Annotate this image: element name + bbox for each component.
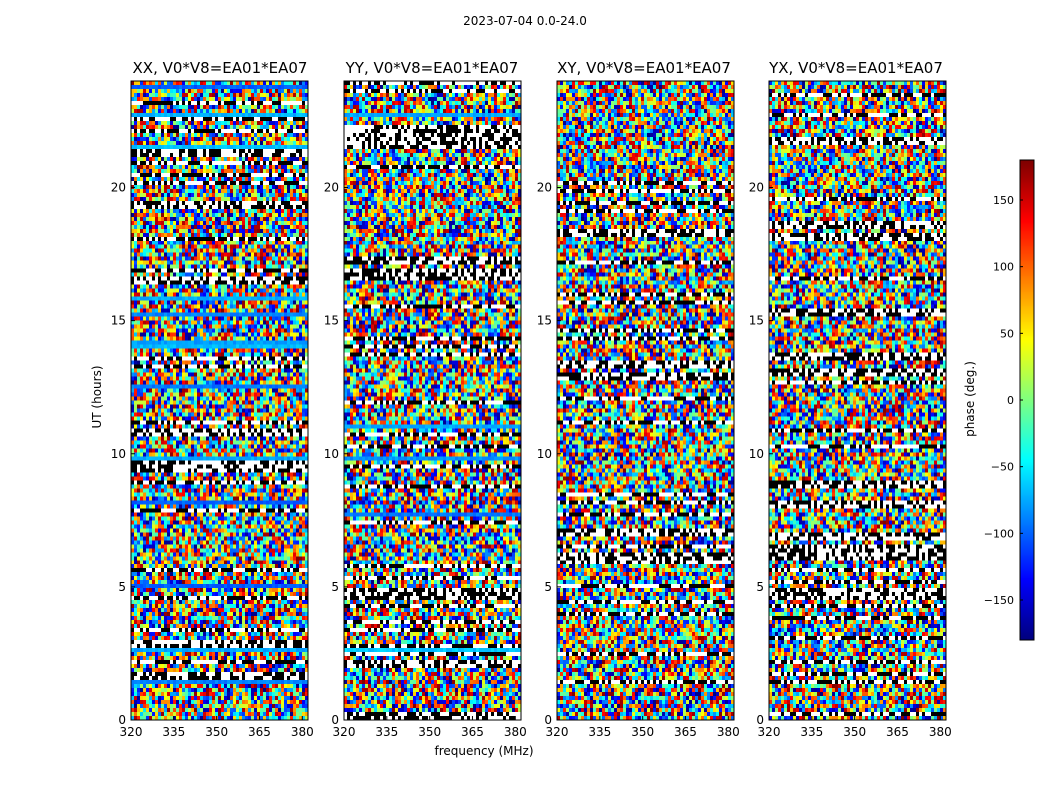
y-tick-label: 0 [756,713,764,727]
colorbar-gradient [1020,160,1034,640]
heatmap-image-panel-1 [344,81,521,720]
panel-frame-2 [556,80,735,721]
x-tick-label: 380 [504,725,527,739]
y-tick-label: 0 [331,713,339,727]
y-tick-label: 0 [118,713,126,727]
y-tick-label: 5 [544,580,552,594]
x-tick-label: 380 [291,725,314,739]
colorbar-tick-label: 150 [993,194,1014,207]
colorbar-tick-label: −100 [984,527,1014,540]
colorbar-tick-label: −150 [984,594,1014,607]
y-tick-label: 15 [324,314,339,328]
panel-title-yy: YY, V0*V8=EA01*EA07 [345,59,519,77]
x-tick-label: 365 [248,725,271,739]
heatmap-image-panel-2 [557,81,734,720]
panel-title-xx: XX, V0*V8=EA01*EA07 [132,59,308,77]
x-tick-label: 365 [461,725,484,739]
y-tick-label: 5 [331,580,339,594]
y-tick-label: 5 [118,580,126,594]
x-tick-label: 350 [418,725,441,739]
colorbar-tick-label: 50 [1000,327,1014,340]
y-tick-label: 20 [749,181,764,195]
y-tick-label: 15 [749,314,764,328]
x-tick-label: 320 [120,725,143,739]
panel-frame-0 [130,80,309,721]
figure-suptitle: 2023-07-04 0.0-24.0 [463,14,587,28]
x-tick-label: 365 [886,725,909,739]
x-tick-label: 320 [758,725,781,739]
y-axis-label: UT (hours) [90,365,104,429]
y-tick-label: 20 [324,181,339,195]
y-tick-label: 20 [111,181,126,195]
y-tick-label: 15 [111,314,126,328]
x-tick-label: 335 [588,725,611,739]
heatmap-image-panel-3 [769,81,946,720]
x-tick-label: 380 [929,725,952,739]
y-tick-label: 5 [756,580,764,594]
y-tick-label: 10 [537,447,552,461]
x-tick-label: 320 [546,725,569,739]
heatmap-image-panel-0 [131,81,308,720]
panel-frame-3 [768,80,947,721]
colorbar-label: phase (deg.) [963,361,977,437]
x-tick-label: 350 [631,725,654,739]
panel-frame-1 [343,80,522,721]
x-tick-label: 335 [375,725,398,739]
colorbar-tick-label: 100 [993,261,1014,274]
y-tick-label: 20 [537,181,552,195]
colorbar-tick-label: −50 [991,461,1014,474]
y-tick-label: 10 [111,447,126,461]
y-tick-label: 0 [544,713,552,727]
x-axis-label: frequency (MHz) [434,744,534,758]
x-tick-label: 320 [333,725,356,739]
x-tick-label: 365 [674,725,697,739]
y-tick-label: 15 [537,314,552,328]
colorbar-tick-label: 0 [1007,394,1014,407]
x-tick-label: 335 [800,725,823,739]
x-tick-label: 350 [843,725,866,739]
y-tick-label: 10 [749,447,764,461]
y-tick-label: 10 [324,447,339,461]
x-tick-label: 335 [162,725,185,739]
panel-title-xy: XY, V0*V8=EA01*EA07 [557,59,731,77]
panel-title-yx: YX, V0*V8=EA01*EA07 [769,59,943,77]
x-tick-label: 380 [717,725,740,739]
x-tick-label: 350 [205,725,228,739]
